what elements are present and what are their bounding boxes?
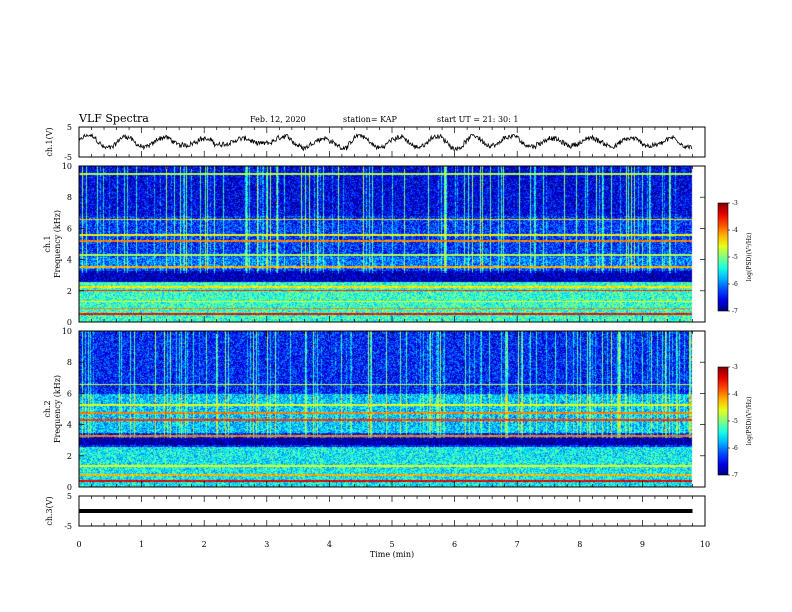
ch1-spec-ylabel: Frequency (kHz): [53, 210, 62, 278]
colorbar-tick-label: -4: [732, 391, 738, 398]
colorbar-label: log(PSD)(V²/Hz): [746, 233, 753, 282]
spec-ytick-label: 0: [67, 318, 72, 327]
spec-ytick-label: 6: [67, 224, 72, 233]
header-start-time: start UT = 21: 30: 1: [437, 115, 518, 124]
x-tick-label: 2: [202, 540, 207, 549]
x-tick-label: 5: [389, 540, 394, 549]
spec-ytick-label: 2: [67, 287, 72, 296]
spec-ytick-label: 10: [62, 162, 72, 171]
x-tick-label: 6: [452, 540, 457, 549]
ch3-ylabel: ch.3(V): [45, 496, 54, 525]
x-tick-label: 3: [264, 540, 269, 549]
spec-ytick-label: 2: [67, 452, 72, 461]
x-tick-label: 0: [76, 540, 81, 549]
ch3-ytick-top: 5: [67, 492, 72, 501]
colorbar-tick-label: -5: [732, 418, 738, 425]
spec-ytick-label: 4: [67, 256, 72, 265]
ch1-spec-ylabel-channel: ch.1: [43, 235, 52, 252]
x-tick-marks: [78, 127, 706, 526]
spec-ytick-label: 4: [67, 421, 72, 430]
ch1-ytick-bottom: -5: [64, 153, 72, 162]
x-tick-labels: 0 1 2 3 4 5 6 7 8 9 10: [76, 540, 710, 549]
colorbar-tick-label: -3: [732, 200, 738, 207]
x-tick-label: 9: [640, 540, 645, 549]
colorbar-label: log(PSD)(V²/Hz): [746, 397, 753, 446]
x-tick-label: 4: [327, 540, 332, 549]
colorbar-tick-label: -5: [732, 254, 738, 261]
ch3-ytick-bottom: -5: [64, 522, 72, 531]
colorbar-tick-label: -6: [732, 445, 738, 452]
x-tick-label: 1: [139, 540, 144, 549]
x-axis-label: Time (min): [370, 550, 414, 559]
ch3-waveform-panel: 5 -5 ch.3(V): [45, 492, 706, 531]
colorbar-tick-label: -7: [732, 472, 738, 479]
ch1-ylabel: ch.1(V): [45, 127, 54, 156]
ch2-spectrogram-panel: 0 2 4 6 8 10 ch.2 Frequency (kHz): [43, 327, 706, 492]
x-tick-label: 10: [700, 540, 710, 549]
ch2-colorbar: -3 -4 -5 -6 -7 log(PSD)(V²/Hz): [717, 364, 753, 479]
ch1-waveform-trace: [78, 133, 693, 152]
ch1-waveform-panel: 5 -5 ch.1(V): [45, 123, 706, 162]
x-tick-label: 8: [577, 540, 582, 549]
colorbar-scale: [717, 202, 729, 312]
header-date: Feb. 12, 2020: [250, 115, 306, 124]
colorbar-tick-label: -3: [732, 364, 738, 371]
spec-ytick-label: 0: [67, 483, 72, 492]
ch2-spectrogram-image: [79, 331, 705, 487]
figure-title: VLF Spectra: [78, 112, 149, 125]
ch1-spectrogram-panel: 0 2 4 6 8 10 ch.1 Frequency (kHz): [43, 162, 706, 327]
ch1-spectrogram-image: [79, 166, 705, 322]
ch1-ytick-top: 5: [67, 123, 72, 132]
spec-ytick-label: 8: [67, 358, 72, 367]
header-station: station= KAP: [343, 115, 398, 124]
spec-ytick-label: 10: [62, 327, 72, 336]
colorbar-tick-label: -7: [732, 308, 738, 315]
spec-ytick-label: 6: [67, 389, 72, 398]
ch2-spec-ylabel: Frequency (kHz): [53, 375, 62, 443]
colorbar-tick-label: -4: [732, 227, 738, 234]
x-tick-label: 7: [515, 540, 520, 549]
colorbar-scale: [717, 366, 729, 476]
ch2-spec-ylabel-channel: ch.2: [43, 400, 52, 417]
colorbar-tick-label: -6: [732, 281, 738, 288]
ch1-colorbar: -3 -4 -5 -6 -7 log(PSD)(V²/Hz): [717, 200, 753, 315]
spec-ytick-label: 8: [67, 193, 72, 202]
